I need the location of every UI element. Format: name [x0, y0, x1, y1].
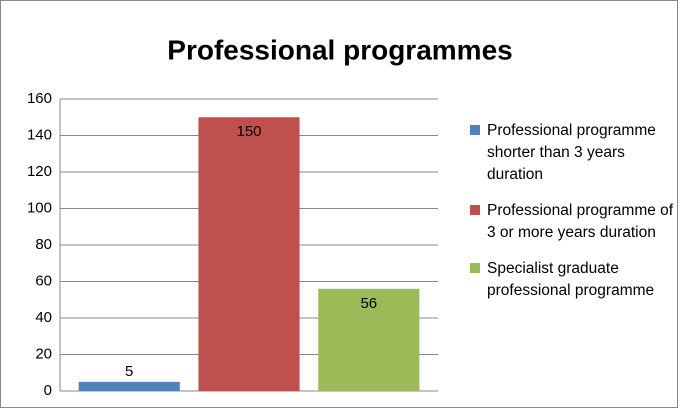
- legend-label: Specialist graduate professional program…: [487, 260, 655, 299]
- legend-swatch: [470, 125, 480, 135]
- legend-entry: Professional programme of 3 or more year…: [470, 200, 675, 244]
- y-tick-label: 40: [35, 309, 52, 326]
- bar: [198, 117, 300, 391]
- bar: [78, 381, 180, 391]
- y-tick-label: 0: [44, 382, 52, 399]
- y-tick-label: 160: [27, 90, 52, 107]
- legend-entry: Specialist graduate professional program…: [470, 258, 675, 302]
- legend-entry: Professional programme shorter than 3 ye…: [470, 120, 675, 186]
- legend-swatch: [470, 205, 480, 215]
- legend-label: Professional programme shorter than 3 ye…: [487, 122, 656, 183]
- bar: [318, 288, 420, 391]
- y-tick-label: 140: [27, 126, 52, 143]
- data-label: 56: [360, 295, 377, 312]
- data-label: 5: [125, 363, 133, 380]
- data-label: 150: [236, 123, 261, 140]
- chart-title: Professional programmes: [167, 34, 512, 65]
- y-tick-label: 80: [35, 236, 52, 253]
- legend: Professional programme shorter than 3 ye…: [470, 120, 675, 316]
- legend-label: Professional programme of 3 or more year…: [487, 202, 674, 241]
- y-tick-label: 100: [27, 199, 52, 216]
- y-tick-label: 120: [27, 163, 52, 180]
- y-tick-label: 60: [35, 272, 52, 289]
- y-tick-label: 20: [35, 345, 52, 362]
- legend-swatch: [470, 263, 480, 273]
